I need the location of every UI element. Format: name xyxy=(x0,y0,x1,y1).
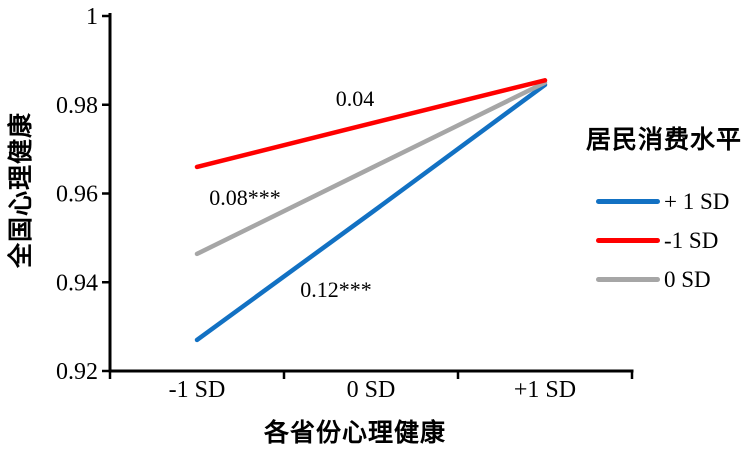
legend-item: 0 SD xyxy=(596,260,729,299)
y-tick-label: 0.92 xyxy=(56,359,98,385)
y-tick-label: 0.96 xyxy=(56,182,98,208)
series-line--1SD xyxy=(194,78,548,170)
legend-items: + 1 SD -1 SD 0 SD xyxy=(596,182,729,299)
y-axis-title: 全国心理健康 xyxy=(6,112,35,269)
legend-line-sample-blue xyxy=(596,199,660,204)
legend-title: 居民消费水平 xyxy=(586,127,743,154)
series-line-+1SD xyxy=(194,82,548,343)
x-tick-label: +1 SD xyxy=(514,377,576,403)
annotation: 0.04 xyxy=(336,86,375,111)
legend-item-label: + 1 SD xyxy=(664,188,730,214)
legend-item-label: 0 SD xyxy=(664,266,711,292)
x-tick-label: -1 SD xyxy=(169,377,226,403)
y-tick-label: 0.98 xyxy=(56,93,98,119)
legend-item: + 1 SD xyxy=(596,182,729,221)
annotation: 0.08*** xyxy=(209,185,281,210)
x-tick-label: 0 SD xyxy=(347,377,396,403)
legend-item-label: -1 SD xyxy=(664,227,719,253)
legend-line-sample-red xyxy=(596,238,660,243)
x-axis-title: 各省份心理健康 xyxy=(263,418,446,447)
series-line-0SD xyxy=(194,80,548,257)
legend-item: -1 SD xyxy=(596,221,729,260)
annotation: 0.12*** xyxy=(300,277,372,302)
legend: 居民消费水平 + 1 SD -1 SD 0 SD xyxy=(586,125,748,292)
y-tick-label: 0.94 xyxy=(56,270,98,296)
legend-line-sample-gray xyxy=(596,277,660,282)
y-tick-label: 1 xyxy=(86,4,98,30)
